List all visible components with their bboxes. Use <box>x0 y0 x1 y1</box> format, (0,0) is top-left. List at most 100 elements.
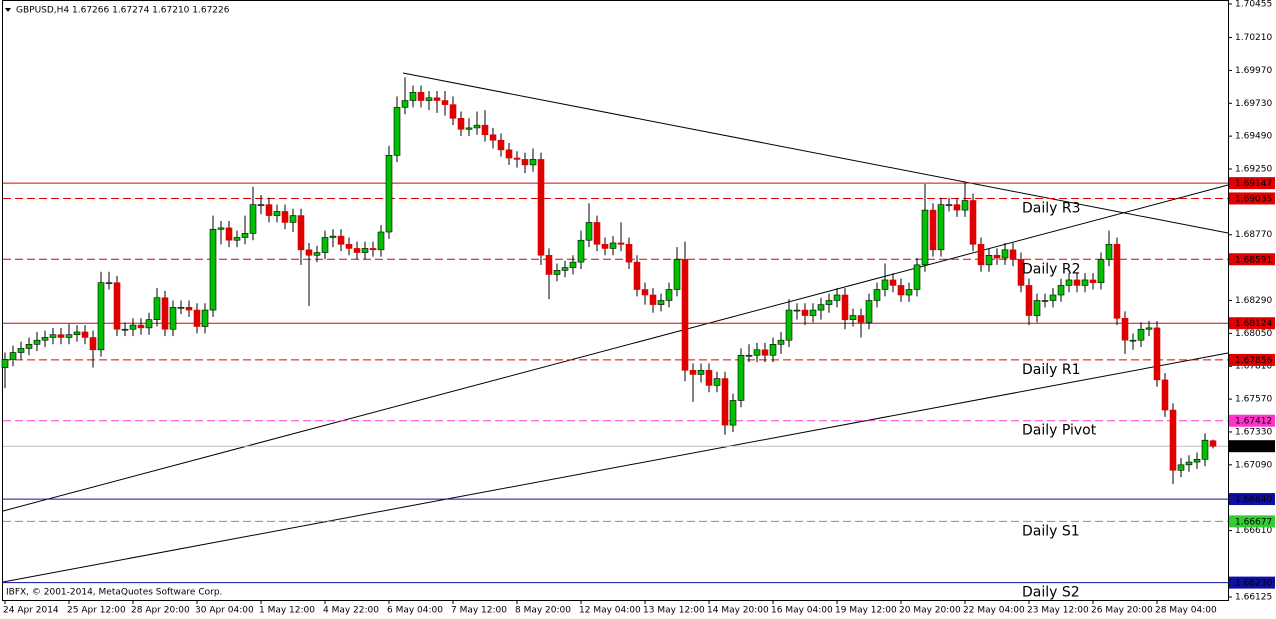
y-tick-label: 1.67810 <box>1235 362 1272 372</box>
candle-body <box>841 294 849 320</box>
candle-body <box>713 378 721 386</box>
candle-body <box>817 304 825 311</box>
candle-body <box>513 157 521 160</box>
candle-body <box>1169 409 1177 471</box>
price-box <box>1229 493 1275 506</box>
trend-line <box>2 184 1229 512</box>
candle-body <box>697 370 705 375</box>
level-name: Daily S1 <box>1022 523 1080 539</box>
candle-body <box>681 259 689 371</box>
candle-body <box>977 244 985 266</box>
candle-body <box>801 309 809 316</box>
x-tick-label: 4 May 22:00 <box>323 606 379 616</box>
price-box <box>1229 353 1275 366</box>
candle-body <box>1097 259 1105 283</box>
price-box-label: 1.66840 <box>1235 495 1272 505</box>
candle-body <box>281 211 289 223</box>
candle-body <box>1209 440 1217 447</box>
x-tick-label: 13 May 12:00 <box>643 606 705 616</box>
candle-body <box>1177 464 1185 471</box>
price-box <box>1229 414 1275 427</box>
candle-body <box>89 337 97 351</box>
y-tick-label: 1.68770 <box>1235 230 1272 240</box>
candle-body <box>1017 259 1025 286</box>
candle-body <box>169 307 177 330</box>
x-tick-label: 16 May 04:00 <box>771 606 833 616</box>
candle-body <box>785 309 793 341</box>
candle-body <box>385 155 393 233</box>
price-box <box>1229 177 1275 190</box>
candle-body <box>505 149 513 159</box>
candle-body <box>1137 328 1145 341</box>
candle-body <box>1129 339 1137 342</box>
candle-body <box>1193 459 1201 463</box>
candle-body <box>1185 461 1193 466</box>
candle-body <box>481 124 489 136</box>
candle-body <box>1081 279 1089 286</box>
candle-body <box>233 237 241 241</box>
candle-body <box>49 334 57 338</box>
candle-body <box>1033 300 1041 316</box>
candle-body <box>1161 379 1169 411</box>
candle-body <box>633 261 641 290</box>
x-tick-label: 24 Apr 2014 <box>3 606 59 616</box>
candle-body <box>601 244 609 249</box>
candle-body <box>105 282 113 284</box>
candle-body <box>241 233 249 238</box>
candle-body <box>753 349 761 356</box>
candle-body <box>1001 249 1009 259</box>
candle-body <box>353 248 361 253</box>
candle-body <box>905 289 913 296</box>
candle-body <box>1113 244 1121 319</box>
y-tick-label: 1.67090 <box>1235 460 1272 470</box>
candle-body <box>41 337 49 341</box>
candle-body <box>97 282 105 351</box>
candle-body <box>865 300 873 323</box>
x-tick-label: 20 May 20:00 <box>899 606 961 616</box>
y-tick-label: 1.68290 <box>1235 296 1272 306</box>
candle-body <box>33 339 41 345</box>
candle-body <box>145 319 153 329</box>
candle-body <box>417 92 425 101</box>
candle-body <box>497 139 505 151</box>
candle-body <box>377 231 385 251</box>
candle-body <box>193 309 201 327</box>
candle-body <box>361 248 369 253</box>
level-name: Daily R3 <box>1022 200 1081 216</box>
y-tick-label: 1.69730 <box>1235 99 1272 109</box>
candle-body <box>273 211 281 216</box>
candle-body <box>305 249 313 256</box>
level-name: Daily Pivot <box>1022 423 1097 439</box>
y-tick-label: 1.67330 <box>1235 427 1272 437</box>
menu-arrow <box>5 8 11 12</box>
candle-body <box>465 127 473 130</box>
candle-body <box>297 215 305 251</box>
candle-body <box>457 118 465 130</box>
candle-body <box>337 235 345 245</box>
candle-body <box>593 222 601 245</box>
candle-body <box>177 307 185 309</box>
price-box-label: 1.67856 <box>1235 356 1272 366</box>
x-tick-label: 14 May 20:00 <box>707 606 769 616</box>
price-box-label: 1.68124 <box>1235 319 1272 329</box>
price-box-label: 1.66230 <box>1235 579 1272 589</box>
level-name: Daily R2 <box>1022 261 1081 277</box>
candle-body <box>65 334 73 338</box>
y-tick-label: 1.70455 <box>1235 0 1272 9</box>
candle-body <box>609 242 617 249</box>
x-tick-label: 25 Apr 12:00 <box>67 606 126 616</box>
y-tick-label: 1.70210 <box>1235 33 1272 43</box>
candle-body <box>769 344 777 356</box>
candle-body <box>257 204 265 206</box>
x-tick-label: 19 May 12:00 <box>835 606 897 616</box>
candle-body <box>1153 327 1161 381</box>
candle-body <box>993 254 1001 259</box>
candle-body <box>1145 327 1153 330</box>
candle-body <box>577 239 585 263</box>
y-tick-label: 1.66125 <box>1235 592 1272 602</box>
candle-body <box>345 244 353 249</box>
candle-body <box>761 349 769 356</box>
y-tick-label: 1.69490 <box>1235 132 1272 142</box>
candle-body <box>969 200 977 245</box>
x-tick-label: 22 May 04:00 <box>963 606 1025 616</box>
